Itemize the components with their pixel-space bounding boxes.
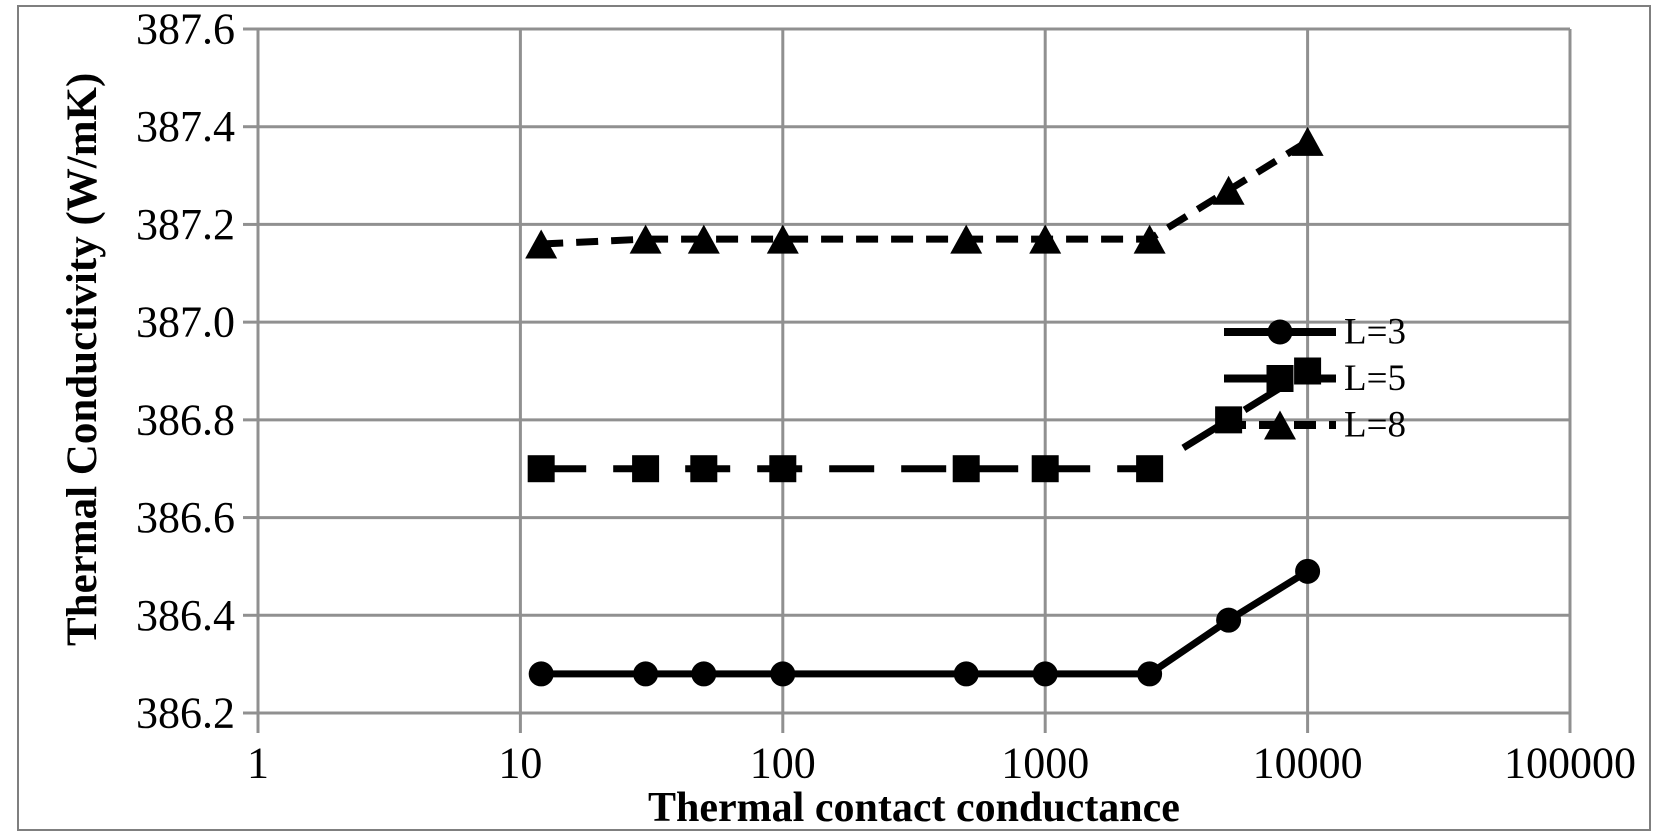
y-axis-title: Thermal Conductivity (W/mK) [59, 72, 106, 646]
y-tick-label: 386.8 [136, 395, 235, 444]
data-point-marker [629, 224, 662, 254]
legend-sample-marker [1264, 410, 1296, 440]
data-point-marker [952, 455, 980, 483]
y-tick-label: 387.2 [136, 200, 235, 249]
data-point-marker [1133, 224, 1166, 254]
data-point-marker [527, 455, 555, 483]
data-point-marker [1029, 224, 1062, 254]
data-point-marker [770, 661, 796, 687]
data-point-marker [1031, 455, 1059, 483]
x-tick-label: 1000 [1001, 739, 1089, 788]
data-point-marker [632, 455, 660, 483]
x-tick-label: 10000 [1253, 739, 1363, 788]
data-point-marker [1032, 661, 1058, 687]
y-tick-label: 386.4 [136, 591, 235, 640]
legend-label: L=8 [1344, 405, 1406, 446]
y-tick-label: 386.6 [136, 493, 235, 542]
x-tick-label: 10 [498, 739, 542, 788]
data-point-marker [766, 224, 799, 254]
legend-label: L=5 [1344, 358, 1406, 399]
y-tick-label: 387.4 [136, 102, 235, 151]
data-point-marker [1291, 126, 1324, 156]
data-point-marker [525, 229, 558, 259]
data-point-marker [1136, 455, 1164, 483]
y-tick-label: 386.2 [136, 689, 235, 738]
series-line-l5 [541, 368, 1310, 473]
data-point-marker [691, 661, 717, 687]
y-tick-label: 387.0 [136, 298, 235, 347]
data-point-marker [769, 455, 797, 483]
series-line-l8 [541, 138, 1310, 248]
x-tick-label: 100 [750, 739, 816, 788]
y-tick-label: 387.6 [136, 5, 235, 54]
data-point-marker [1216, 607, 1242, 633]
data-point-marker [1212, 175, 1245, 205]
x-axis-title: Thermal contact conductance [648, 785, 1180, 831]
data-point-marker [1215, 406, 1243, 434]
data-point-marker [953, 661, 979, 687]
data-point-marker [1295, 558, 1321, 584]
legend-sample-marker [1266, 365, 1294, 392]
legend-sample-marker [1267, 319, 1293, 345]
data-point-marker [690, 455, 718, 483]
data-point-marker [528, 661, 554, 687]
series-line-l3 [541, 568, 1310, 678]
data-point-marker [1137, 661, 1163, 687]
data-point-marker [687, 224, 720, 254]
x-tick-label: 100000 [1504, 739, 1636, 788]
data-point-marker [950, 224, 983, 254]
data-point-marker [633, 661, 659, 687]
x-tick-label: 1 [247, 739, 269, 788]
legend-label: L=3 [1344, 312, 1406, 353]
